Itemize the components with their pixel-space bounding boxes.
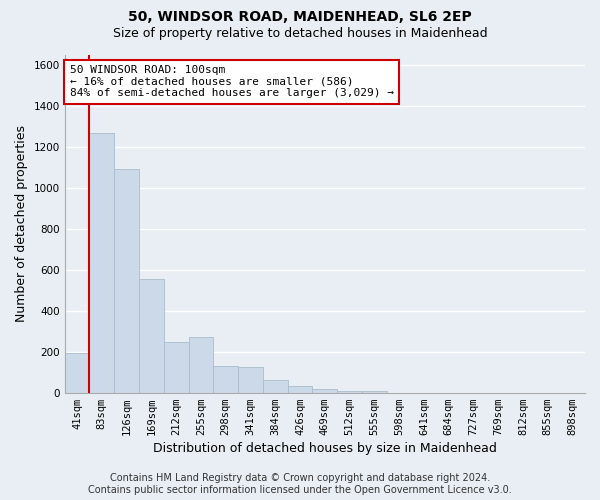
- Text: Size of property relative to detached houses in Maidenhead: Size of property relative to detached ho…: [113, 28, 487, 40]
- Bar: [89, 133, 114, 392]
- Bar: [164, 342, 188, 392]
- Bar: [139, 279, 164, 392]
- Text: 50, WINDSOR ROAD, MAIDENHEAD, SL6 2EP: 50, WINDSOR ROAD, MAIDENHEAD, SL6 2EP: [128, 10, 472, 24]
- Text: 50 WINDSOR ROAD: 100sqm
← 16% of detached houses are smaller (586)
84% of semi-d: 50 WINDSOR ROAD: 100sqm ← 16% of detache…: [70, 65, 394, 98]
- Text: Contains HM Land Registry data © Crown copyright and database right 2024.
Contai: Contains HM Land Registry data © Crown c…: [88, 474, 512, 495]
- Bar: [114, 168, 139, 392]
- Bar: [238, 367, 263, 392]
- Bar: [188, 338, 214, 392]
- Bar: [362, 390, 387, 392]
- Bar: [313, 389, 337, 392]
- Bar: [337, 390, 362, 392]
- Bar: [65, 353, 89, 393]
- Bar: [214, 366, 238, 392]
- X-axis label: Distribution of detached houses by size in Maidenhead: Distribution of detached houses by size …: [153, 442, 497, 455]
- Bar: [263, 380, 287, 392]
- Y-axis label: Number of detached properties: Number of detached properties: [15, 126, 28, 322]
- Bar: [287, 386, 313, 392]
